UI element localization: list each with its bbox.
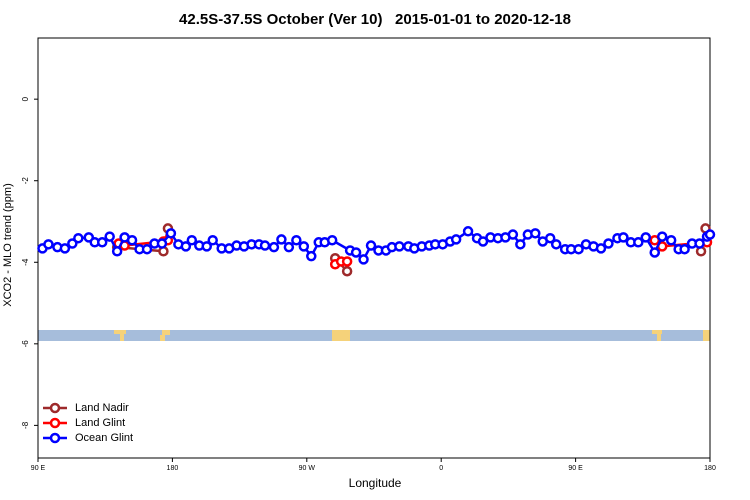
- data-point: [259, 240, 271, 251]
- land-patch: [162, 330, 170, 335]
- y-axis-label: XCO2 - MLO trend (ppm): [2, 183, 14, 306]
- data-point: [649, 247, 660, 258]
- legend-marker: [49, 432, 61, 444]
- x-tick-label: 180: [704, 465, 716, 472]
- x-tick-label: 180: [167, 465, 179, 472]
- data-point: [96, 237, 108, 248]
- data-point: [544, 232, 556, 244]
- land-patch: [120, 334, 124, 341]
- data-point: [291, 235, 302, 246]
- x-axis-label: Longitude: [349, 476, 402, 490]
- data-point: [111, 246, 123, 257]
- y-tick-label: 0: [21, 96, 30, 101]
- x-tick-label: 90 W: [299, 465, 316, 472]
- land-patch: [703, 330, 710, 341]
- data-point: [507, 229, 519, 240]
- band: [38, 330, 710, 341]
- legend-marker: [49, 402, 61, 414]
- data-point: [326, 235, 338, 246]
- data-point: [665, 235, 677, 246]
- data-point: [358, 254, 369, 265]
- data-point: [283, 241, 295, 253]
- data-point: [180, 241, 192, 252]
- data-point: [603, 238, 614, 249]
- data-point: [141, 243, 153, 255]
- y-tick-label: -8: [21, 421, 30, 429]
- land-patch: [652, 330, 662, 334]
- data-point: [43, 239, 54, 250]
- x-tick-label: 90 E: [31, 465, 46, 472]
- data-point: [59, 243, 71, 254]
- data-point: [704, 229, 716, 240]
- data-point: [268, 241, 280, 253]
- land-patch: [332, 330, 350, 341]
- data-point: [201, 241, 212, 252]
- data-point: [515, 239, 526, 250]
- y-tick-label: -2: [21, 177, 30, 185]
- data-point: [477, 236, 489, 247]
- data-point: [550, 239, 562, 250]
- data-point: [462, 226, 474, 237]
- data-point: [186, 235, 198, 246]
- series: [37, 226, 716, 265]
- data-point: [341, 256, 353, 267]
- data-point: [350, 247, 362, 258]
- data-point: [365, 240, 377, 251]
- data-point: [640, 232, 652, 243]
- data-point: [306, 250, 317, 262]
- data-point: [656, 231, 668, 242]
- data-point: [165, 228, 177, 239]
- data-point: [595, 243, 607, 254]
- legend-label: Land Nadir: [75, 402, 129, 414]
- data-point: [618, 232, 629, 243]
- data-point: [207, 235, 218, 246]
- legend-marker: [49, 417, 61, 429]
- data-point: [450, 234, 462, 245]
- y-tick-label: -6: [21, 340, 30, 348]
- data-point: [298, 241, 310, 252]
- chart-title: 42.5S-37.5S October (Ver 10) 2015-01-01 …: [179, 11, 571, 28]
- land-patch: [114, 330, 126, 334]
- data-point: [73, 232, 84, 244]
- land-patch: [657, 334, 661, 341]
- land-patch: [160, 335, 165, 341]
- data-point: [679, 243, 690, 255]
- data-point: [276, 234, 287, 245]
- y-tick-label: -4: [21, 258, 30, 266]
- data-point: [530, 228, 541, 239]
- data-point: [573, 243, 584, 255]
- legend-label: Land Glint: [75, 417, 125, 429]
- data-point: [341, 265, 353, 277]
- data-point: [633, 237, 644, 248]
- data-point: [156, 238, 168, 249]
- data-point: [126, 235, 138, 246]
- land-mask-band: [38, 330, 710, 341]
- data-point: [394, 241, 405, 252]
- x-tick-label: 0: [439, 465, 443, 472]
- data-point: [104, 231, 115, 242]
- x-tick-label: 90 E: [568, 465, 583, 472]
- data-point: [694, 238, 705, 249]
- legend-label: Ocean Glint: [75, 432, 133, 444]
